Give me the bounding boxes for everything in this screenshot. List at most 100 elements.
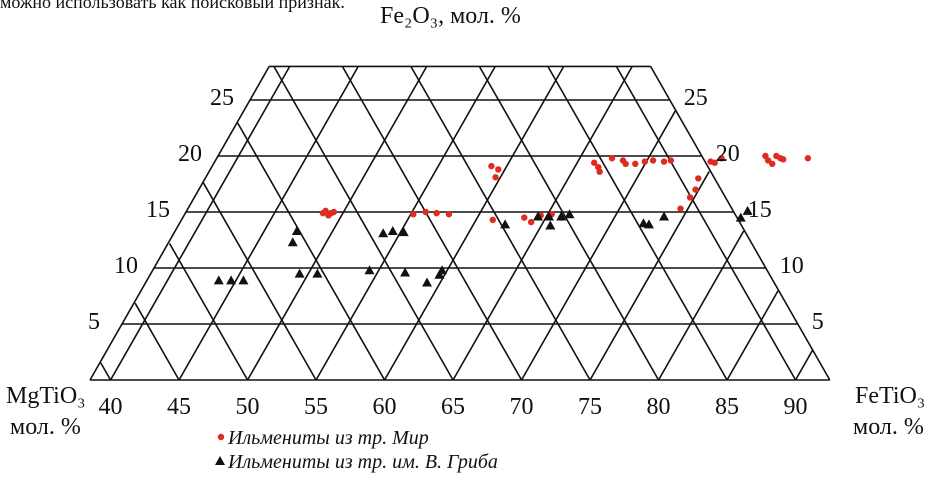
grid-diagonal-line [383,66,565,381]
grid-diagonal-line [202,182,317,381]
left-axis-tick-label: 5 [88,309,100,335]
data-point-mir [527,218,535,226]
grid-diagonal-line [178,66,359,381]
cut-off-caption-text: можно использовать как поисковый признак… [0,0,345,12]
data-point-griba [291,226,302,236]
data-point-mir [769,160,776,168]
legend-triangle-marker-icon [215,456,225,465]
triangular-grid [89,65,831,381]
x-axis-tick-label: 65 [441,394,466,420]
grid-diagonal-line [168,243,249,381]
data-point-mir [495,166,502,173]
data-point-mir [780,156,787,163]
x-axis-tick-label: 90 [783,394,808,420]
data-point-mir [692,186,699,193]
data-point-griba [213,275,224,285]
x-axis-tick-label: 85 [715,394,740,420]
grid-diagonal-line [410,66,591,381]
grid-diagonal-line [615,66,797,381]
data-point-mir [433,209,440,217]
data-point-griba [532,211,543,221]
data-point-griba [400,267,411,277]
data-point-griba [556,211,567,221]
data-point-griba [238,275,249,285]
left-axis-label-mgtio3: MgTiO₃ [6,383,86,409]
grid-left-edge [89,66,270,381]
x-axis-tick-label: 70 [509,394,534,420]
data-point-griba [287,237,298,247]
data-point-griba [226,275,237,285]
data-point-griba [564,209,575,219]
left-axis-tick-label: 20 [178,141,202,167]
data-point-mir [677,205,684,212]
x-axis-tick-label: 45 [167,394,192,420]
data-point-griba [294,268,305,278]
data-point-griba [364,265,375,275]
data-point-griba [500,219,511,229]
data-point-mir [488,162,495,170]
data-point-mir [521,214,528,221]
apex-label-fe2o3: Fe₂O₃, мол. % [380,3,521,29]
right-axis-tick-label: 15 [747,197,772,223]
right-axis-tick-label: 10 [779,253,804,279]
data-point-mir [660,158,668,165]
data-point-griba [312,268,323,278]
grid-diagonal-line [134,302,180,381]
x-axis-tick-label: 50 [235,394,260,420]
data-point-mir [641,158,649,165]
data-point-griba [735,212,746,222]
data-point-mir [804,155,812,162]
x-axis-tick-label: 40 [98,394,123,420]
grid-diagonal-line [589,171,710,381]
data-point-mir [590,159,598,166]
data-point-griba [437,265,448,275]
data-point-griba [659,211,670,221]
data-point-mir [445,211,453,218]
data-point-griba [543,211,554,221]
data-point-griba [378,228,389,238]
data-point-griba [422,277,433,287]
x-axis-tick-label: 75 [578,394,603,420]
data-point-mir [686,194,694,201]
data-point-mir [330,208,338,216]
right-axis-tick-label: 5 [811,309,824,335]
grid-diagonal-line [452,66,633,381]
left-axis-tick-label: 25 [210,85,234,111]
legend-label-mir: Ильмениты из тр. Мир [228,427,429,449]
data-point-mir [489,216,496,224]
grid-diagonal-line [99,362,112,381]
right-axis-tick-label: 25 [683,85,708,111]
data-point-griba [545,220,556,230]
grid-diagonal-line [520,109,677,381]
x-axis-tick-label: 55 [304,394,329,420]
data-point-mir [632,160,639,168]
grid-diagonal-line [657,230,745,381]
data-point-mir [649,157,657,164]
grid-diagonal-line [315,66,496,381]
grid-diagonal-line [478,66,660,381]
data-point-mir [622,160,629,168]
grid-diagonal-line [794,349,814,381]
data-point-mir [422,208,429,216]
grid-diagonal-line [273,66,454,381]
data-point-mir [695,175,702,182]
x-axis-tick-label: 60 [372,394,397,420]
data-point-mir [596,168,603,175]
data-point-mir [608,155,616,162]
grid-diagonal-line [726,290,779,381]
grid-diagonal-line [109,66,291,381]
right-axis-tick-label: 20 [715,141,740,167]
left-axis-tick-label: 15 [146,197,170,223]
data-point-mir [718,155,725,162]
data-point-griba [387,226,398,236]
grid-diagonal-line [547,66,728,381]
legend-label-griba: Ильмениты из тр. им. В. Гриба [228,451,498,473]
left-axis-tick-label: 10 [114,253,138,279]
data-point-mir [492,174,499,181]
data-point-mir [410,211,417,218]
data-point-griba [643,219,654,229]
data-points [213,152,812,287]
grid-diagonal-line [246,66,428,381]
legend-circle-marker-icon [217,433,225,441]
